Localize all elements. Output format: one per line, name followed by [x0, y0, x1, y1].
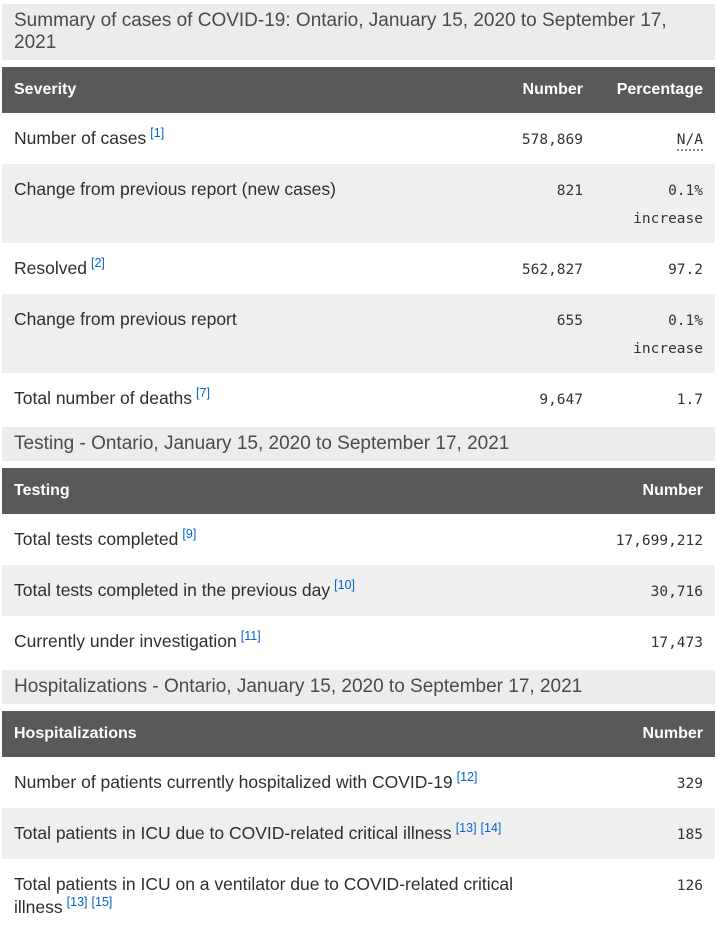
- table-row: Total patients in ICU on a ventilator du…: [2, 859, 715, 933]
- column-header-number: Number: [575, 711, 715, 757]
- number-value: 126: [575, 859, 715, 933]
- percentage-note: increase: [633, 341, 703, 357]
- table-row: Resolved [2] 562,827 97.2: [2, 243, 715, 294]
- table-row: Number of patients currently hospitalize…: [2, 757, 715, 808]
- column-header-percentage: Percentage: [583, 67, 715, 113]
- row-label-cell: Change from previous report (new cases): [2, 164, 468, 243]
- row-label: Total tests completed in the previous da…: [14, 580, 331, 600]
- table-row: Total patients in ICU due to COVID-relat…: [2, 808, 715, 859]
- percentage-value: 1.7: [583, 373, 715, 424]
- footnote-link[interactable]: [12]: [456, 770, 478, 785]
- footnote-link[interactable]: [13]: [455, 821, 477, 836]
- footnote-link[interactable]: [1]: [150, 126, 165, 141]
- footnote-link[interactable]: [7]: [196, 386, 210, 401]
- row-label-cell: Total number of deaths [7]: [2, 373, 468, 424]
- na-abbreviation: N/A: [676, 132, 703, 151]
- row-label: Currently under investigation: [14, 631, 237, 651]
- number-value: 821: [468, 164, 583, 243]
- percentage-amount: 0.1%: [668, 313, 703, 329]
- row-label: Change from previous report: [14, 309, 237, 329]
- table-row: Currently under investigation [11] 17,473: [2, 616, 715, 667]
- column-header-number: Number: [468, 67, 583, 113]
- column-header-severity: Severity: [2, 67, 468, 113]
- section-title-summary: Summary of cases of COVID-19: Ontario, J…: [2, 4, 715, 60]
- row-label-cell: Total patients in ICU due to COVID-relat…: [2, 808, 575, 859]
- row-label-cell: Currently under investigation [11]: [2, 616, 575, 667]
- section-title-testing: Testing - Ontario, January 15, 2020 to S…: [2, 427, 715, 461]
- section-title-hospitalizations: Hospitalizations - Ontario, January 15, …: [2, 670, 715, 704]
- number-value: 329: [575, 757, 715, 808]
- column-header-number: Number: [575, 468, 715, 514]
- number-value: 17,473: [575, 616, 715, 667]
- row-label: Resolved: [14, 258, 87, 278]
- column-header-testing: Testing: [2, 468, 575, 514]
- footnote-link[interactable]: [2]: [90, 256, 105, 271]
- column-header-hospitalizations: Hospitalizations: [2, 711, 575, 757]
- row-label-cell: Number of patients currently hospitalize…: [2, 757, 575, 808]
- percentage-value: 0.1% increase: [583, 164, 715, 243]
- row-label-cell: Total patients in ICU on a ventilator du…: [2, 859, 575, 933]
- row-label-cell: Change from previous report: [2, 294, 468, 373]
- row-label: Number of patients currently hospitalize…: [14, 772, 453, 792]
- summary-table: Severity Number Percentage Number of cas…: [2, 67, 715, 424]
- percentage-value: 97.2: [583, 243, 715, 294]
- table-row: Total tests completed [9] 17,699,212: [2, 514, 715, 565]
- footnote-link[interactable]: [14]: [480, 821, 502, 836]
- number-value: 578,869: [468, 113, 583, 164]
- footnote-link[interactable]: [9]: [182, 527, 197, 542]
- number-value: 655: [468, 294, 583, 373]
- row-label-cell: Resolved [2]: [2, 243, 468, 294]
- summary-header-row: Severity Number Percentage: [2, 67, 715, 113]
- table-row: Total number of deaths [7] 9,647 1.7: [2, 373, 715, 424]
- table-row: Change from previous report (new cases) …: [2, 164, 715, 243]
- row-label: Total patients in ICU on a ventilator du…: [14, 874, 513, 917]
- footnote-link[interactable]: [11]: [240, 629, 261, 644]
- percentage-note: increase: [633, 211, 703, 227]
- number-value: 30,716: [575, 565, 715, 616]
- row-label-cell: Total tests completed [9]: [2, 514, 575, 565]
- number-value: 185: [575, 808, 715, 859]
- table-row: Total tests completed in the previous da…: [2, 565, 715, 616]
- row-label: Total number of deaths: [14, 388, 193, 408]
- footnote-link[interactable]: [13]: [66, 895, 88, 910]
- table-row: Number of cases [1] 578,869 N/A: [2, 113, 715, 164]
- row-label: Change from previous report (new cases): [14, 179, 336, 199]
- row-label: Number of cases: [14, 128, 147, 148]
- percentage-amount: 0.1%: [668, 183, 703, 199]
- hospitalizations-table: Hospitalizations Number Number of patien…: [2, 711, 715, 933]
- testing-table: Testing Number Total tests completed [9] …: [2, 468, 715, 667]
- row-label: Total patients in ICU due to COVID-relat…: [14, 823, 452, 843]
- table-row: Change from previous report 655 0.1% incr…: [2, 294, 715, 373]
- row-label-cell: Total tests completed in the previous da…: [2, 565, 575, 616]
- footnote-link[interactable]: [10]: [334, 578, 356, 593]
- row-label: Total tests completed: [14, 529, 179, 549]
- number-value: 17,699,212: [575, 514, 715, 565]
- testing-header-row: Testing Number: [2, 468, 715, 514]
- footnote-link[interactable]: [15]: [91, 895, 113, 910]
- hospitalizations-header-row: Hospitalizations Number: [2, 711, 715, 757]
- row-label-cell: Number of cases [1]: [2, 113, 468, 164]
- percentage-value: 0.1% increase: [583, 294, 715, 373]
- number-value: 562,827: [468, 243, 583, 294]
- number-value: 9,647: [468, 373, 583, 424]
- percentage-value: N/A: [583, 113, 715, 164]
